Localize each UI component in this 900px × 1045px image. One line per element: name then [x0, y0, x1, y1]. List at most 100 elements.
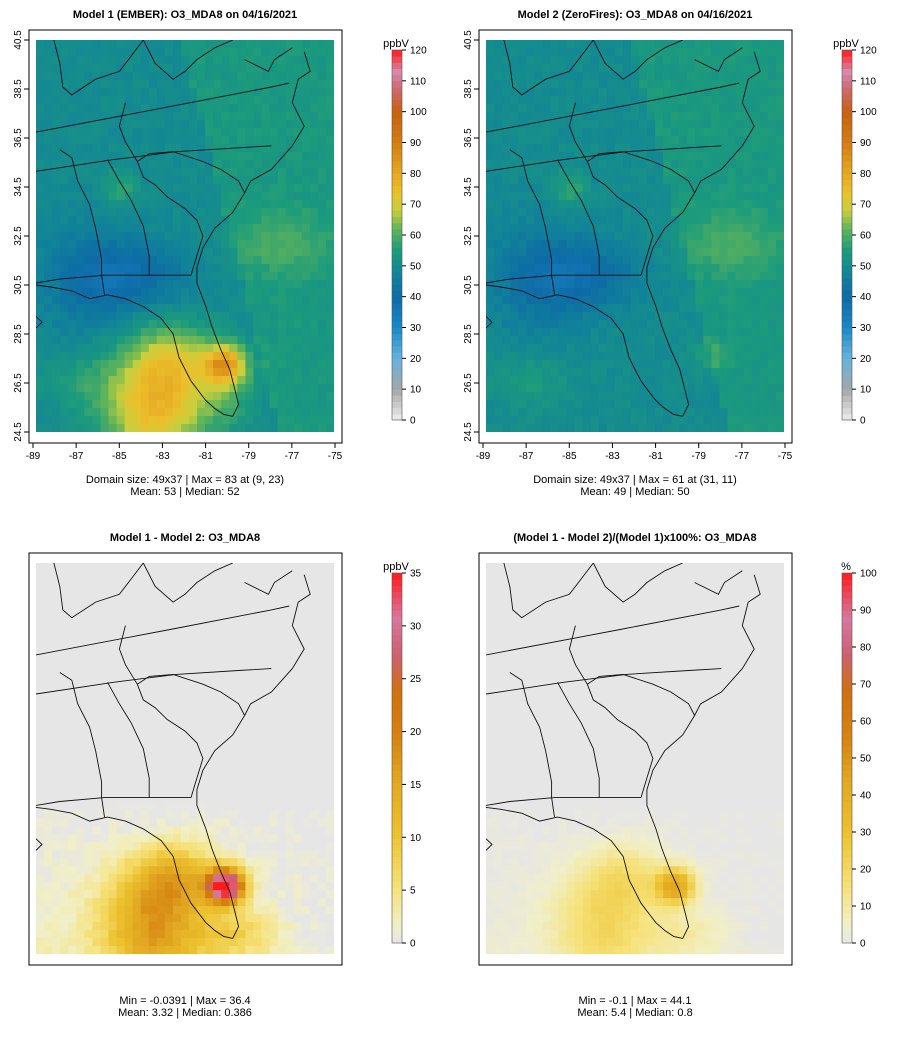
heatmap-cell — [558, 136, 568, 145]
heatmap-cell — [671, 88, 680, 97]
heatmap-cell — [261, 408, 271, 417]
heatmap-cell — [542, 392, 552, 401]
heatmap-cell — [647, 120, 656, 129]
heatmap-cell — [671, 184, 680, 193]
heatmap-cell — [727, 344, 737, 353]
heatmap-cell — [671, 280, 680, 289]
heatmap-cell — [245, 56, 255, 65]
heatmap-cell — [542, 152, 552, 161]
heatmap-cell — [767, 336, 777, 345]
heatmap-cell — [751, 168, 761, 177]
heatmap-cell — [695, 408, 705, 417]
heatmap-cell — [647, 136, 656, 145]
heatmap-cell — [502, 104, 511, 113]
heatmap-cell — [293, 360, 303, 369]
heatmap-cell — [164, 176, 174, 185]
heatmap-cell — [502, 128, 511, 137]
heatmap-cell — [148, 256, 158, 265]
heatmap-cell — [751, 152, 761, 161]
heatmap-cell — [116, 746, 126, 756]
heatmap-cell — [60, 384, 69, 393]
heatmap-cell — [679, 320, 688, 329]
heatmap-cell — [205, 176, 214, 185]
heatmap-cell — [108, 658, 118, 668]
colorbar-segment — [842, 352, 852, 359]
heatmap-cell — [606, 296, 616, 305]
heatmap-cell — [148, 384, 158, 393]
heatmap-cell — [132, 40, 142, 49]
heatmap-cell — [719, 352, 729, 361]
heatmap-cell — [566, 184, 576, 193]
heatmap-cell — [100, 160, 110, 169]
heatmap-cell — [727, 128, 737, 137]
heatmap-cell — [574, 136, 584, 145]
heatmap-cell — [293, 594, 303, 604]
heatmap-cell — [695, 224, 705, 233]
heatmap-cell — [301, 634, 311, 644]
heatmap-cell — [148, 778, 158, 788]
heatmap-cell — [767, 400, 777, 409]
heatmap-cell — [719, 312, 729, 321]
heatmap-cell — [614, 264, 624, 273]
heatmap-cell — [574, 200, 584, 209]
heatmap-cell — [197, 120, 206, 129]
heatmap-cell — [108, 754, 118, 764]
panel3-heatmap — [36, 563, 334, 954]
heatmap-cell — [172, 658, 182, 668]
heatmap-cell — [237, 730, 246, 740]
heatmap-cell — [148, 288, 158, 297]
heatmap-cell — [68, 714, 77, 724]
state-boundary-line — [592, 40, 683, 80]
heatmap-cell — [68, 384, 77, 393]
heatmap-cell — [542, 312, 552, 321]
heatmap-cell — [574, 384, 584, 393]
heatmap-cell — [309, 682, 319, 692]
heatmap-cell — [172, 88, 182, 97]
heatmap-cell — [164, 368, 174, 377]
heatmap-cell — [245, 240, 255, 249]
heatmap-cell — [671, 400, 680, 409]
heatmap-cell — [550, 80, 560, 89]
heatmap-cell — [277, 392, 287, 401]
heatmap-cell — [221, 602, 230, 612]
heatmap-cell — [60, 626, 69, 636]
heatmap-cell — [189, 232, 198, 241]
colorbar-unit: ppbV — [833, 38, 859, 50]
colorbar-segment — [842, 235, 852, 242]
heatmap-cell — [180, 296, 190, 305]
heatmap-cell — [100, 256, 110, 265]
heatmap-cell — [735, 64, 745, 73]
heatmap-cell — [245, 642, 255, 652]
heatmap-cell — [124, 80, 134, 89]
heatmap-cell — [518, 136, 527, 145]
heatmap-cell — [566, 256, 576, 265]
heatmap-cell — [542, 168, 552, 177]
heatmap-cell — [277, 224, 287, 233]
heatmap-cell — [213, 136, 222, 145]
heatmap-cell — [655, 128, 664, 137]
heatmap-cell — [502, 72, 511, 81]
heatmap-cell — [108, 88, 118, 97]
heatmap-cell — [60, 360, 69, 369]
heatmap-cell — [132, 64, 142, 73]
heatmap-cell — [309, 56, 319, 65]
colorbar-segment — [392, 383, 402, 390]
heatmap-cell — [590, 320, 600, 329]
heatmap-cell — [269, 738, 279, 748]
heatmap-cell — [574, 40, 584, 49]
heatmap-cell — [510, 424, 519, 432]
heatmap-cell — [132, 578, 142, 588]
heatmap-cell — [558, 232, 568, 241]
heatmap-cell — [156, 634, 166, 644]
heatmap-cell — [301, 136, 311, 145]
heatmap-cell — [60, 160, 69, 169]
heatmap-cell — [285, 602, 295, 612]
heatmap-cell — [164, 570, 174, 580]
heatmap-cell — [140, 424, 150, 432]
heatmap-cell — [767, 168, 777, 177]
heatmap-cell — [156, 408, 166, 417]
heatmap-cell — [164, 256, 174, 265]
heatmap-cell — [221, 642, 230, 652]
colorbar-segment — [392, 210, 402, 217]
heatmap-cell — [639, 120, 648, 129]
